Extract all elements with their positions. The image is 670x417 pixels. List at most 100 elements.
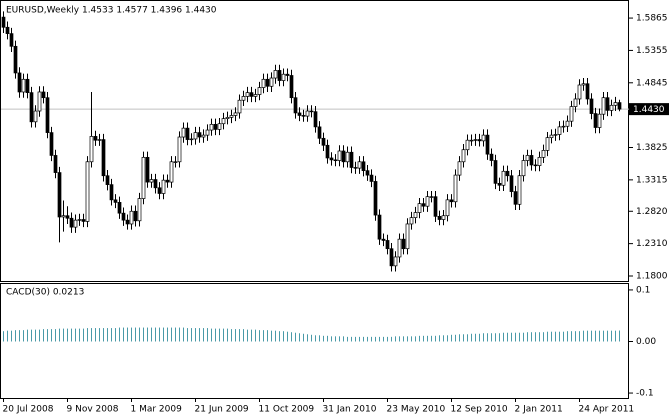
y-tick-label: 0.1 [636,285,650,295]
candle-body [201,134,206,138]
histogram-bar [315,335,316,342]
candle-body [197,132,202,138]
candle-body [93,136,98,141]
histogram-bar [515,332,516,342]
candle-body [493,160,498,184]
histogram-bar [495,333,496,342]
histogram-bar [35,329,36,342]
histogram-bar [535,332,536,342]
histogram-bar [51,329,52,342]
histogram-bar [223,328,224,342]
histogram-bar [203,328,204,342]
candle-body [85,161,90,222]
histogram-bar [43,329,44,342]
candle-body [165,179,170,183]
candle-body [361,161,366,172]
histogram-bar [591,330,592,342]
candle-body [249,92,254,97]
y-tick-label: 1.2820 [636,207,668,217]
candle-body [413,212,418,218]
histogram-bar [619,330,620,342]
candle-body [345,151,350,163]
candle-body [377,214,382,240]
x-tick-label: 24 Apr 2011 [579,405,635,415]
x-tick-label: 12 Sep 2010 [451,405,508,415]
candle-body [433,196,438,217]
histogram-bar [199,328,200,342]
candle-body [329,157,334,161]
histogram-bar [243,329,244,342]
histogram-bar [347,336,348,342]
candle-body [581,83,586,86]
y-tick-label: 0.00 [636,337,656,347]
candle-body [97,139,102,141]
candle-body [305,110,310,117]
histogram-bar [211,328,212,342]
histogram-bar [39,329,40,342]
histogram-bar [427,335,428,342]
candle-body [9,33,14,47]
histogram-bar [551,331,552,342]
candle-body [389,248,394,267]
histogram-bar [179,327,180,342]
histogram-bar [99,328,100,342]
histogram-bar [103,328,104,342]
histogram-bar [471,333,472,342]
candle-body [477,139,482,142]
histogram-bar [319,335,320,342]
histogram-bar [527,332,528,342]
histogram-bar [127,327,128,342]
candle-body [617,102,622,110]
histogram-bar [343,336,344,342]
histogram-bar [391,336,392,342]
candle-body [373,181,378,216]
candle-body [49,132,54,156]
histogram-bar [595,330,596,342]
histogram-bar [351,336,352,342]
candle-body [457,161,462,176]
histogram-bar [71,328,72,342]
x-tick-label: 23 May 2010 [387,405,446,415]
histogram-bar [415,336,416,342]
candle-body [193,132,198,140]
histogram-bar [207,328,208,342]
candle-body [1,16,6,28]
candle-body [281,73,286,81]
histogram-bar [307,334,308,342]
candle-body [565,120,570,127]
candle-body [253,94,258,97]
x-tick-label: 9 Nov 2008 [67,405,119,415]
candle-body [561,125,566,128]
candle-body [69,217,74,228]
histogram-bar [59,328,60,342]
histogram-bar [359,336,360,342]
candle-body [41,91,46,99]
candle-body [365,170,370,176]
histogram-bar [599,330,600,342]
x-tick-label: 11 Oct 2009 [259,405,315,415]
histogram-bar [159,327,160,342]
histogram-bar [215,328,216,342]
histogram-bar [511,332,512,342]
histogram-bar [27,329,28,342]
candle-body [409,217,414,225]
candle-body [401,238,406,250]
candle-body [209,123,214,131]
histogram-bar [299,333,300,342]
candle-body [353,167,358,169]
candle-body [589,98,594,114]
candle-body [381,238,386,241]
candle-body [533,164,538,167]
histogram-bar [503,332,504,342]
histogram-bar [483,333,484,342]
candle-body [505,170,510,177]
candle-body [113,199,118,203]
price-panel [0,0,629,282]
histogram-bar [155,327,156,342]
y-tick-label: 1.4845 [636,78,668,88]
candle-body [185,127,190,140]
candle-body [65,215,70,219]
candle-body [149,179,154,183]
candle-body [333,159,338,162]
histogram-bar [87,328,88,342]
